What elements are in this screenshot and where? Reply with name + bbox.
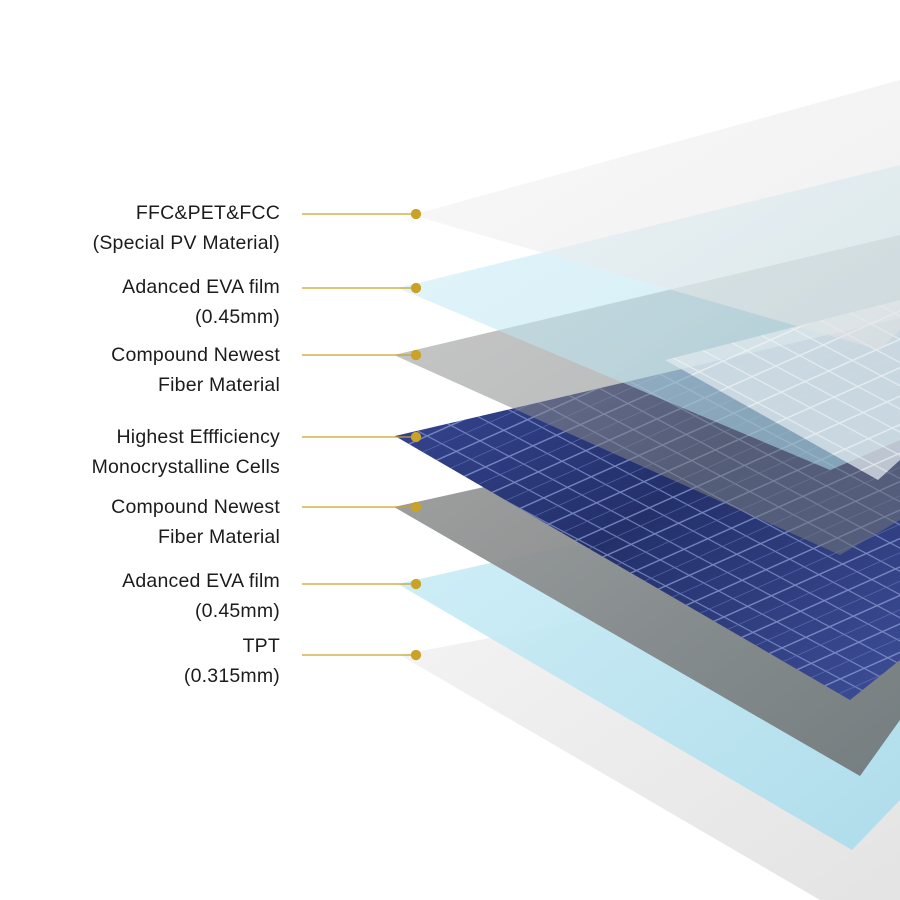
layer-label-eva-film-bottom: Adanced EVA film (0.45mm): [122, 566, 280, 626]
layer-label-eva-film-top: Adanced EVA film (0.45mm): [122, 272, 280, 332]
layer-label-line1: FFC&PET&FCC: [135, 202, 280, 224]
leader-dot: [410, 578, 422, 590]
layer-label-line2: Fiber Material: [158, 374, 280, 396]
layer-label-line1: TPT: [242, 635, 280, 657]
ffc-pet-fcc-layer: [412, 80, 900, 350]
layer-label-line1: Compound Newest: [111, 496, 280, 518]
layer-label-line2: Monocrystalline Cells: [91, 456, 280, 478]
leader-dot: [410, 431, 422, 443]
leader-lines: [302, 208, 422, 661]
layer-label-line2: (Special PV Material): [92, 232, 280, 254]
layer-label-line2: (0.45mm): [194, 306, 280, 328]
leader-dot: [410, 649, 422, 661]
layer-label-fiber-bottom: Compound Newest Fiber Material: [111, 492, 280, 552]
leader-dot: [410, 208, 422, 220]
layer-label-fiber-top: Compound Newest Fiber Material: [111, 340, 280, 400]
pv-module-grid: [665, 300, 900, 480]
layer-label-line2: Fiber Material: [158, 526, 280, 548]
leader-dot: [410, 349, 422, 361]
layer-label-line1: Compound Newest: [111, 344, 280, 366]
layer-label-ffc-pet-fcc: FFC&PET&FCC (Special PV Material): [93, 198, 280, 258]
layer-label-line1: Highest Effficiency: [116, 426, 280, 448]
layer-label-line2: (0.45mm): [194, 600, 280, 622]
layer-label-line1: Adanced EVA film: [122, 570, 280, 592]
layer-label-cells: Highest Effficiency Monocrystalline Cell…: [92, 422, 280, 482]
layer-label-line2: (0.315mm): [183, 665, 280, 687]
layer-label-line1: Adanced EVA film: [122, 276, 280, 298]
leader-dot: [410, 501, 422, 513]
leader-dot: [410, 282, 422, 294]
layer-label-tpt: TPT (0.315mm): [184, 631, 280, 691]
